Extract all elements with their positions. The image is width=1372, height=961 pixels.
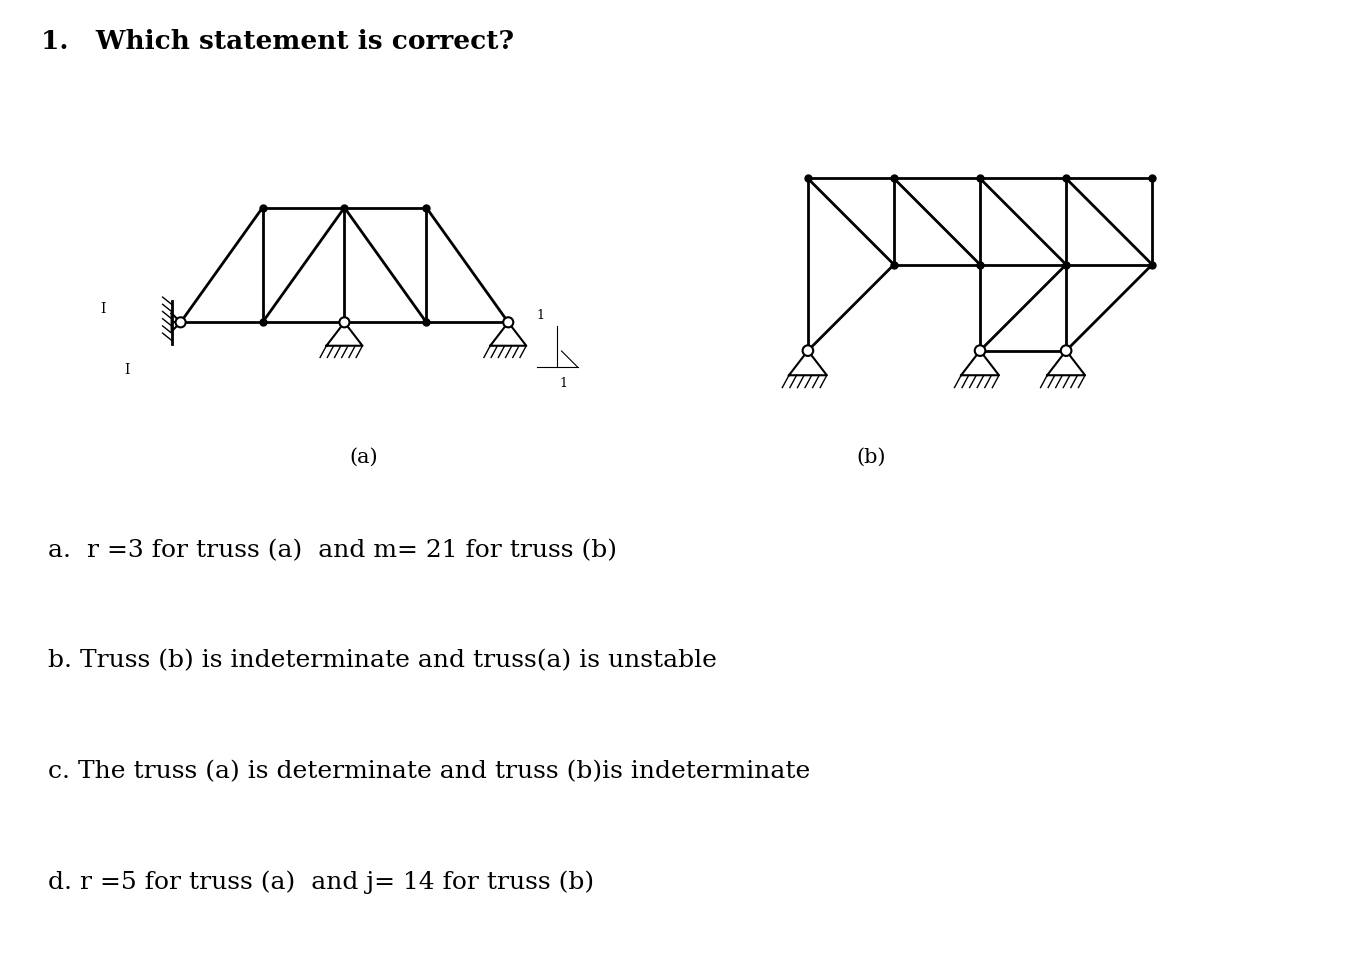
Text: 1: 1 [558, 377, 567, 390]
Text: (a): (a) [350, 447, 377, 466]
Text: a.  r =3 for truss (a)  and m= 21 for truss (b): a. r =3 for truss (a) and m= 21 for trus… [48, 538, 617, 561]
Circle shape [1061, 346, 1072, 357]
Circle shape [974, 346, 985, 357]
Text: I: I [100, 302, 106, 316]
Text: 1.   Which statement is correct?: 1. Which statement is correct? [41, 29, 514, 54]
Circle shape [504, 318, 513, 328]
Text: c. The truss (a) is determinate and truss (b)is indeterminate: c. The truss (a) is determinate and trus… [48, 759, 811, 782]
Circle shape [176, 318, 185, 328]
Text: d. r =5 for truss (a)  and j= 14 for truss (b): d. r =5 for truss (a) and j= 14 for trus… [48, 870, 594, 893]
Text: I: I [125, 362, 130, 377]
Text: 1: 1 [536, 308, 545, 322]
Text: b. Truss (b) is indeterminate and truss(a) is unstable: b. Truss (b) is indeterminate and truss(… [48, 649, 718, 672]
Circle shape [339, 318, 350, 328]
Circle shape [803, 346, 814, 357]
Text: (b): (b) [856, 447, 886, 466]
